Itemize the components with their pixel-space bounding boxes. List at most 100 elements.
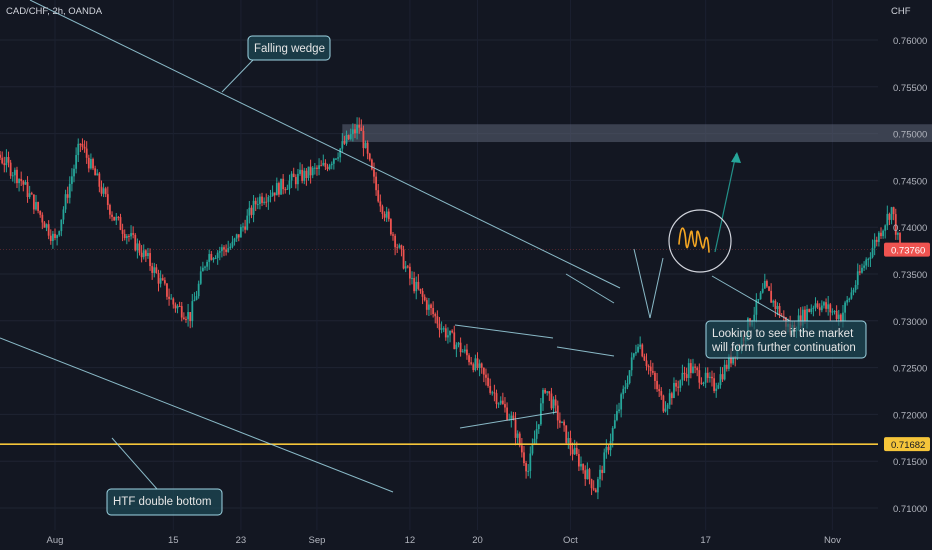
candle-body: [514, 419, 517, 438]
candle-body: [525, 463, 527, 472]
candle-body: [677, 386, 680, 388]
candle-body: [616, 411, 618, 421]
candle-body: [546, 391, 549, 393]
candle-body: [831, 311, 834, 313]
candle-body: [856, 271, 859, 285]
double-bottom-label[interactable]: HTF double bottom: [106, 488, 223, 516]
candle-body: [480, 363, 483, 368]
candle-body: [282, 178, 285, 190]
candle-body: [436, 316, 439, 324]
candle-body: [87, 157, 90, 169]
candle-body: [111, 214, 113, 217]
candle-body: [890, 207, 893, 220]
support-level-badge-text: 0.71682: [891, 440, 925, 451]
candle-body: [761, 288, 764, 293]
candle-body: [263, 201, 266, 203]
candle-body: [242, 226, 244, 228]
candle-body: [599, 469, 601, 480]
candle-body: [208, 254, 211, 262]
continuation-label-pointer: [711, 275, 791, 322]
candle-body: [328, 165, 331, 170]
candle-body: [867, 258, 870, 260]
candle-body: [428, 304, 430, 310]
time-tick-label: Sep: [308, 535, 325, 546]
candle-body: [485, 374, 487, 378]
candle-body: [233, 238, 236, 242]
candle-body: [804, 309, 806, 322]
candle-body: [732, 356, 735, 364]
candle-body: [104, 188, 107, 195]
candle-body: [694, 366, 696, 368]
candle-body: [85, 148, 88, 158]
candle-body: [297, 173, 299, 185]
candle-body: [820, 305, 823, 311]
candle-body: [592, 488, 595, 490]
drawings: Falling wedge Looking to see if the marke…: [0, 0, 878, 516]
candle-body: [193, 299, 196, 302]
candle-body: [470, 362, 473, 365]
candle-body: [13, 169, 16, 176]
candle-body: [833, 310, 836, 312]
price-tick-label: 0.72000: [893, 410, 927, 421]
candle-body: [364, 142, 367, 149]
candle-body: [778, 306, 781, 316]
candle-body: [681, 372, 684, 381]
candle-body: [875, 239, 878, 242]
candle-body: [119, 217, 122, 230]
candle-body: [643, 356, 646, 361]
candle-body: [261, 196, 263, 203]
candle-body: [94, 168, 97, 176]
candle-body: [531, 444, 534, 454]
candle-body: [827, 304, 830, 309]
candle-body: [499, 400, 502, 404]
candle-body: [635, 351, 637, 354]
candle-body: [354, 129, 356, 134]
candle-body: [47, 224, 50, 236]
candle-body: [668, 393, 671, 405]
candle-body: [411, 277, 413, 279]
time-axis[interactable]: Aug1523Sep1220Oct17Nov1422Dec: [47, 535, 932, 546]
candle-body: [673, 382, 675, 399]
candle-body: [757, 299, 760, 301]
price-tick-label: 0.73500: [893, 270, 927, 281]
candle-body: [419, 288, 422, 291]
continuation-label[interactable]: Looking to see if the market will form fu…: [705, 320, 867, 359]
time-tick-label: 17: [700, 535, 711, 546]
time-tick-label: Nov: [824, 535, 841, 546]
candle-body: [280, 178, 282, 195]
candle-body: [810, 308, 813, 312]
candle-body: [79, 143, 82, 145]
candle-body: [782, 316, 785, 318]
candle-body: [725, 364, 728, 369]
highlight-circle: [668, 209, 732, 273]
candle-body: [622, 388, 625, 395]
candle-body: [861, 267, 863, 273]
falling-wedge-label[interactable]: Falling wedge: [247, 35, 331, 61]
candle-body: [362, 130, 365, 149]
candle-body: [43, 222, 46, 228]
candle-body: [877, 232, 880, 242]
candle-body: [269, 195, 272, 198]
candle-body: [571, 449, 574, 455]
candle-body: [172, 298, 175, 305]
candle-body: [632, 353, 635, 358]
candle-body: [670, 393, 673, 399]
candle-body: [66, 194, 69, 198]
candle-body: [774, 300, 777, 310]
candle-body: [151, 266, 154, 273]
candle-body: [60, 219, 63, 232]
candle-body: [265, 201, 268, 203]
channel-top-line: [454, 324, 554, 339]
candle-body: [191, 301, 194, 322]
candle-body: [647, 366, 650, 368]
candle-body: [550, 393, 553, 409]
candle-body: [818, 307, 821, 311]
candle-body: [466, 349, 468, 356]
candle-body: [140, 252, 143, 258]
price-axis[interactable]: 0.76000 0.75500 0.75000 0.74500 0.74000 0.735…: [884, 36, 930, 515]
candle-body: [658, 389, 661, 392]
candle-body: [825, 302, 827, 309]
candle-body: [624, 387, 627, 389]
candle-body: [630, 357, 633, 371]
